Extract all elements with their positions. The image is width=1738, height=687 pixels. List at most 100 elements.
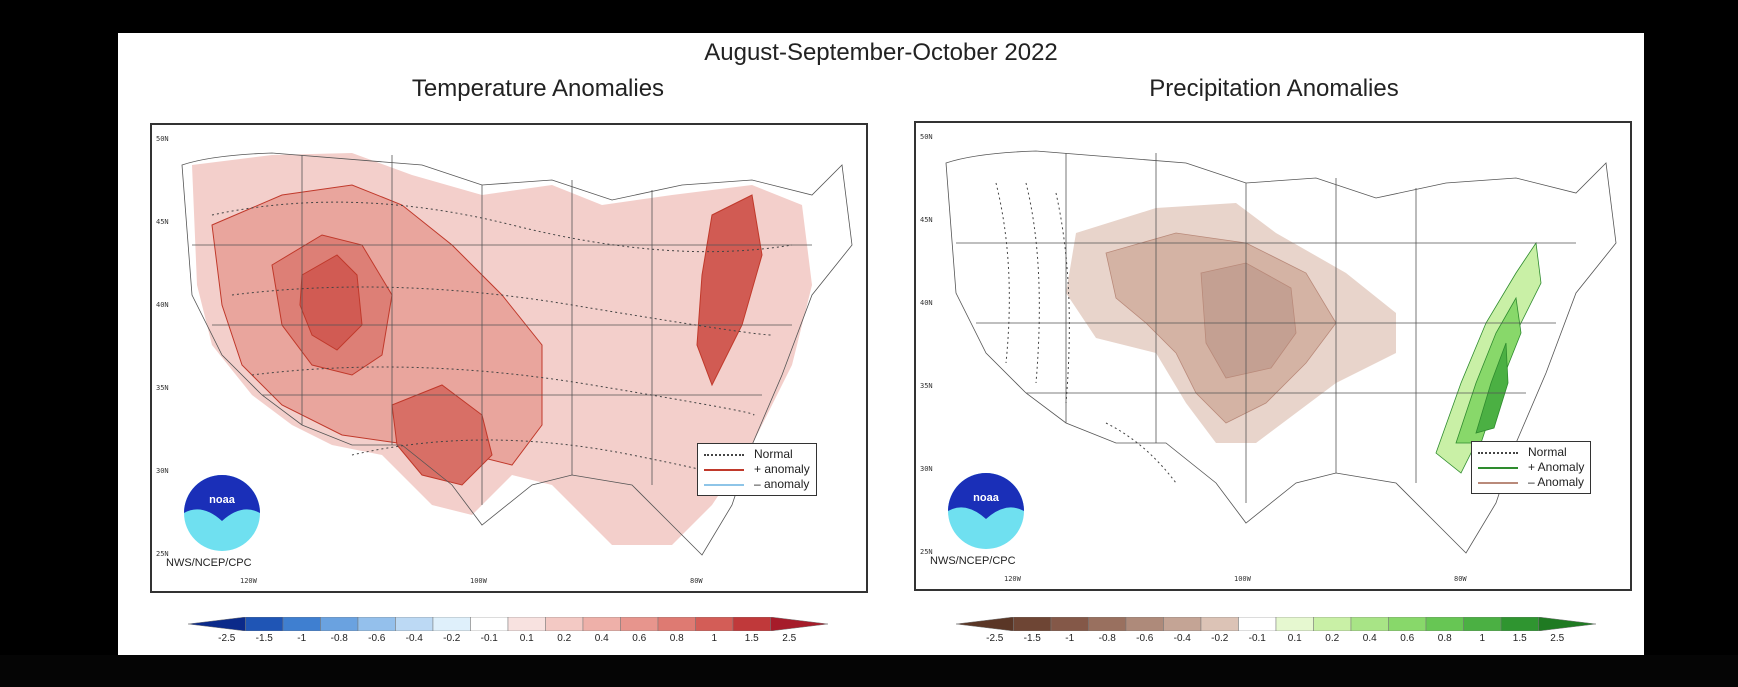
temperature-map: 50N 45N 40N 35N 30N 25N 120W 100W 80W No… [150,123,868,593]
colorbar-segment [1200,617,1239,631]
legend-label: Normal [754,447,793,461]
lat-label: 25N [156,550,169,558]
colorbar-segment [1463,617,1502,631]
lon-label: 120W [240,577,257,585]
lon-label: 80W [690,577,703,585]
precipitation-colorbar [956,617,1596,631]
precipitation-map-graphic [945,150,1617,554]
colorbar-segment [1088,617,1127,631]
lat-label: 25N [920,548,933,556]
colorbar-tick-label: 0.2 [557,633,572,644]
colorbar-tick-label: -0.8 [330,633,348,644]
lat-label: 30N [156,467,169,475]
colorbar-tick-label: 0.1 [1287,633,1302,644]
colorbar-tick-label: 1 [1479,633,1486,644]
legend-item: – Anomaly [1478,475,1584,490]
colorbar-tick-label: -0.1 [480,633,498,644]
lat-label: 45N [920,216,933,224]
precip-normal-contours [995,182,1177,484]
colorbar-tick-label: -2.5 [986,633,1004,644]
colorbar-segment [1125,617,1164,631]
colorbar-segment [956,617,1014,631]
slide: August-September-October 2022 Temperatur… [118,33,1644,655]
colorbar-tick-label: 0.6 [632,633,647,644]
precipitation-colorbar-labels: -2.5 -1.5 -1 -0.8 -0.6 -0.4 -0.2 -0.1 0.1 0.2 0.4 0… [976,633,1576,644]
legend-swatch [1478,481,1518,484]
temp-credit: NWS/NCEP/CPC [166,557,252,569]
colorbar-tick-label: 0.4 [1362,633,1377,644]
lat-label: 35N [920,382,933,390]
temp-anomaly-northeast [696,194,763,387]
colorbar-segment [732,617,771,631]
lon-label: 100W [470,577,487,585]
lat-label: 30N [920,465,933,473]
temperature-panel-title: Temperature Anomalies [411,75,665,102]
colorbar-tick-label: 0.4 [594,633,609,644]
colorbar-segment [620,617,659,631]
noaa-logo-icon: noaa [184,475,260,551]
colorbar-segment [1238,617,1277,631]
colorbar-tick-label: 0.1 [519,633,534,644]
legend-label: + anomaly [754,462,810,476]
colorbar-segment [1350,617,1389,631]
colorbar-tick-label: -0.4 [1173,633,1191,644]
colorbar-segment [1275,617,1314,631]
legend-label: Normal [1528,445,1567,459]
colorbar-segment [1538,617,1596,631]
lat-label: 50N [156,135,169,143]
colorbar-segment [282,617,321,631]
colorbar-tick-label: 2.5 [1550,633,1565,644]
temp-anomaly-south [391,384,493,486]
colorbar-tick-label: -1 [297,633,307,644]
lon-label: 80W [1454,575,1467,583]
colorbar-tick-label: 1.5 [1512,633,1527,644]
colorbar-segment [657,617,696,631]
colorbar-tick-label: 0.2 [1325,633,1340,644]
colorbar-tick-label: -0.8 [1098,633,1116,644]
legend-swatch [704,483,744,486]
colorbar-tick-label: -1 [1065,633,1075,644]
colorbar-tick-label: -0.2 [443,633,461,644]
colorbar-segment [507,617,546,631]
colorbar-tick-label: 0.8 [669,633,684,644]
colorbar-tick-label: 2.5 [782,633,797,644]
lat-label: 40N [156,301,169,309]
legend-label: + Anomaly [1528,460,1585,474]
svg-text:noaa: noaa [973,492,1000,504]
colorbar-segment [1313,617,1352,631]
lat-label: 50N [920,133,933,141]
legend-label: – anomaly [754,477,810,491]
main-title: August-September-October 2022 [704,39,1058,66]
legend-item: Normal [1478,445,1584,460]
colorbar-segment [320,617,359,631]
temperature-colorbar-labels: -2.5 -1.5 -1 -0.8 -0.6 -0.4 -0.2 -0.1 0.1 0.2 0.4 0… [208,633,808,644]
colorbar-tick-label: 1 [711,633,718,644]
colorbar-tick-label: -0.6 [1136,633,1154,644]
colorbar-tick-label: -0.6 [368,633,386,644]
colorbar-tick-label: -1.5 [255,633,273,644]
lat-label: 45N [156,218,169,226]
precip-credit: NWS/NCEP/CPC [930,555,1016,567]
colorbar-tick-label: 1.5 [744,633,759,644]
legend-item: Normal [704,447,810,462]
temp-map-boundaries [181,152,853,556]
colorbar-segment [695,617,734,631]
legend-item: + Anomaly [1478,460,1584,475]
colorbar-tick-label: -2.5 [218,633,236,644]
colorbar-segment [1425,617,1464,631]
colorbar-tick-label: -1.5 [1023,633,1041,644]
bottom-bar [0,655,1738,687]
colorbar-segment [357,617,396,631]
legend-item: – anomaly [704,477,810,492]
svg-text:noaa: noaa [209,494,236,506]
legend-label: – Anomaly [1528,475,1585,489]
colorbar-segment [395,617,434,631]
lat-label: 35N [156,384,169,392]
precip-map-boundaries [945,150,1617,554]
colorbar-segment [245,617,284,631]
colorbar-segment [582,617,621,631]
lon-label: 100W [1234,575,1251,583]
precip-wet-strong [1475,342,1509,434]
legend-swatch [1478,451,1518,454]
colorbar-segment [545,617,584,631]
